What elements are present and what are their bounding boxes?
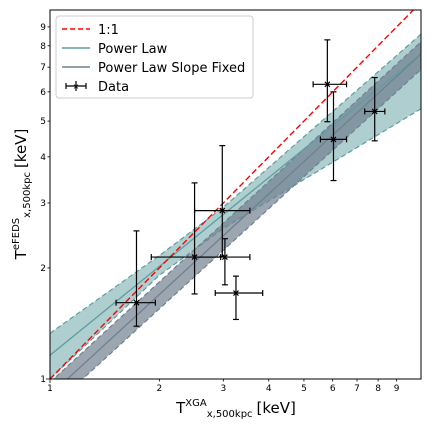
power-law-fixed-line [66, 53, 421, 379]
y-tick-label-4: 4 [40, 153, 46, 163]
y-tick-label-7: 7 [40, 63, 46, 73]
x-tick-label-2: 2 [156, 384, 162, 394]
y-tick-label-3: 3 [40, 199, 46, 209]
x-tick-label-3: 3 [220, 384, 226, 394]
legend-box [55, 15, 254, 99]
x-tick-label-6: 6 [330, 384, 336, 394]
data-point-6 [312, 39, 348, 123]
legend-label-data: Data [98, 80, 129, 95]
x-tick-label-5: 5 [301, 384, 307, 394]
x-axis-label-unit: [keV] [257, 399, 296, 417]
power-law-fixed-band-upper [52, 41, 421, 379]
legend-label-power-law: Power Law [98, 42, 168, 57]
legend-label-power-law-fixed: Power Law Slope Fixed [98, 61, 245, 76]
y-axis-label-unit: [keV] [12, 129, 30, 168]
fit-lines [50, 10, 421, 379]
y-axis-ticks: 1 2 3 4 5 6 7 8 9 [40, 23, 50, 385]
data-point-8 [364, 76, 386, 142]
one-to-one-line [50, 10, 415, 379]
y-axis-label-main: T [12, 249, 30, 260]
y-tick-label-8: 8 [40, 42, 46, 52]
x-axis-label: TXGAx,500kpc [keV] [175, 398, 296, 420]
y-axis-label: TeFEDSx,500kpc [keV] [11, 129, 33, 261]
legend: 1:1 Power Law Power Law Slope Fixed × Da… [55, 15, 254, 99]
plot-frame [49, 9, 422, 380]
data-point-7 [319, 91, 348, 182]
legend-swatch-data: × [65, 81, 87, 91]
x-tick-label-1: 1 [47, 384, 53, 394]
y-tick-label-1: 1 [40, 375, 46, 385]
x-tick-label-7: 7 [354, 384, 360, 394]
x-axis-label-main: T [175, 399, 186, 417]
svg-text:×: × [73, 82, 80, 91]
x-tick-label-4: 4 [266, 384, 272, 394]
x-tick-label-8: 8 [375, 384, 381, 394]
y-tick-label-5: 5 [40, 117, 46, 127]
x-tick-label-9: 9 [394, 384, 400, 394]
legend-label-one-to-one: 1:1 [98, 23, 119, 38]
power-law-line [50, 53, 421, 356]
data-point-3 [193, 145, 251, 257]
y-tick-label-6: 6 [40, 88, 46, 98]
data-points [115, 39, 386, 327]
power-law-band-lower [50, 108, 421, 379]
x-axis-label-subscript: x,500kpc [207, 409, 253, 420]
y-tick-label-9: 9 [40, 23, 46, 33]
data-point-4 [193, 238, 251, 286]
data-point-1 [115, 230, 156, 327]
x-axis-label-superscript: XGA [185, 398, 207, 409]
y-tick-label-2: 2 [40, 264, 46, 274]
power-law-fixed-band-lower [81, 69, 421, 379]
power-law-band-upper [50, 33, 421, 334]
data-point-5 [214, 275, 264, 321]
y-axis-label-superscript: eFEDS [11, 218, 22, 250]
power-law-band [50, 34, 421, 379]
x-axis-ticks: 1 2 3 4 5 6 7 8 9 [47, 379, 400, 394]
y-axis-label-subscript: x,500kpc [22, 172, 33, 218]
